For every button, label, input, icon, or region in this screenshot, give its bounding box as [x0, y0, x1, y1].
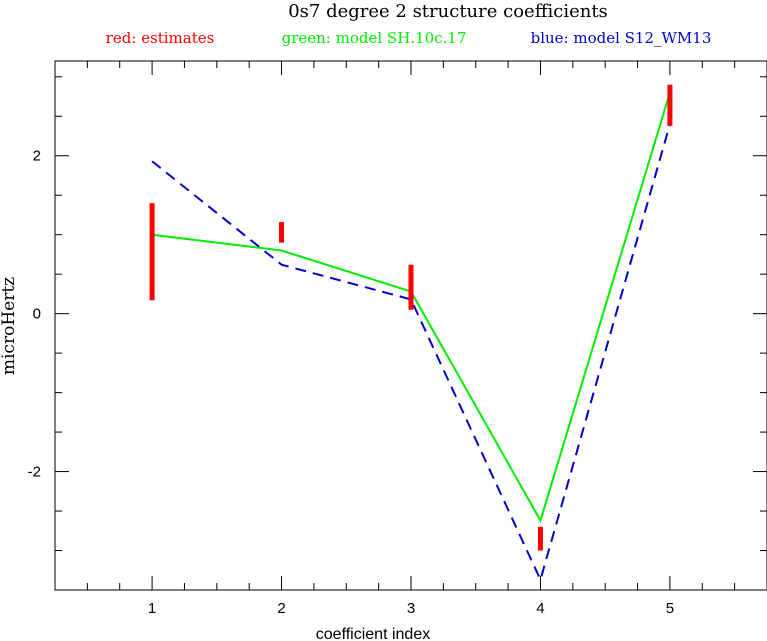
series-line-1 — [151, 123, 671, 583]
y-axis-label: microHertz — [0, 277, 19, 375]
legend-model-sh10c17: green: model SH.10c.17 — [282, 29, 467, 47]
legend-estimates: red: estimates — [106, 29, 215, 47]
x-tick-label: 4 — [536, 600, 544, 617]
axis-tick-labels: 1 2 3 4 5 -2 0 2 — [28, 148, 674, 617]
x-tick-label: 1 — [148, 600, 156, 617]
chart-title: 0s7 degree 2 structure coefficients — [288, 1, 608, 22]
y-tick-label: -2 — [28, 464, 41, 481]
axis-ticks — [54, 61, 767, 591]
x-axis-label: coefficient index — [316, 626, 430, 641]
legend-model-s12wm13: blue: model S12_WM13 — [531, 29, 712, 47]
y-tick-label: 2 — [33, 148, 41, 165]
x-tick-label: 5 — [666, 600, 674, 617]
estimates-layer — [149, 84, 673, 551]
x-tick-label: 2 — [277, 600, 285, 617]
x-tick-label: 3 — [407, 600, 415, 617]
plot-frame — [54, 60, 767, 591]
series-layer — [151, 92, 671, 583]
y-tick-label: 0 — [33, 306, 41, 323]
